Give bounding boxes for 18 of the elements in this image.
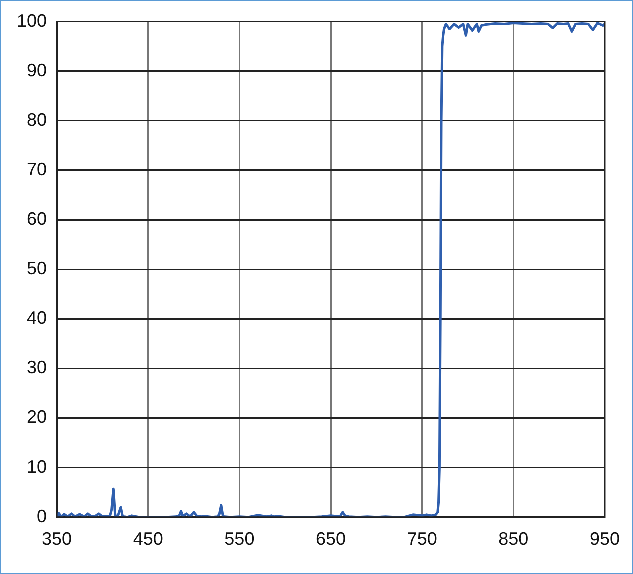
x-tick-label: 850	[498, 529, 529, 550]
y-tick-label: 50	[27, 258, 48, 279]
x-tick-label: 750	[407, 529, 438, 550]
x-tick-label: 450	[133, 529, 164, 550]
y-tick-label: 20	[27, 407, 48, 428]
x-tick-label: 950	[590, 529, 620, 550]
y-tick-label: 60	[27, 209, 48, 230]
y-tick-label: 40	[27, 308, 48, 328]
x-tick-label: 550	[224, 529, 255, 550]
y-tick-label: 10	[27, 456, 48, 477]
x-tick-label: 650	[316, 529, 346, 550]
x-tick-label: 350	[42, 529, 72, 550]
y-tick-label: 90	[27, 60, 48, 80]
y-tick-label: 70	[27, 159, 48, 180]
y-tick-label: 30	[27, 358, 48, 378]
y-tick-label: 80	[27, 110, 48, 130]
y-tick-label: 0	[37, 506, 48, 526]
y-tick-label: 100	[16, 10, 48, 31]
